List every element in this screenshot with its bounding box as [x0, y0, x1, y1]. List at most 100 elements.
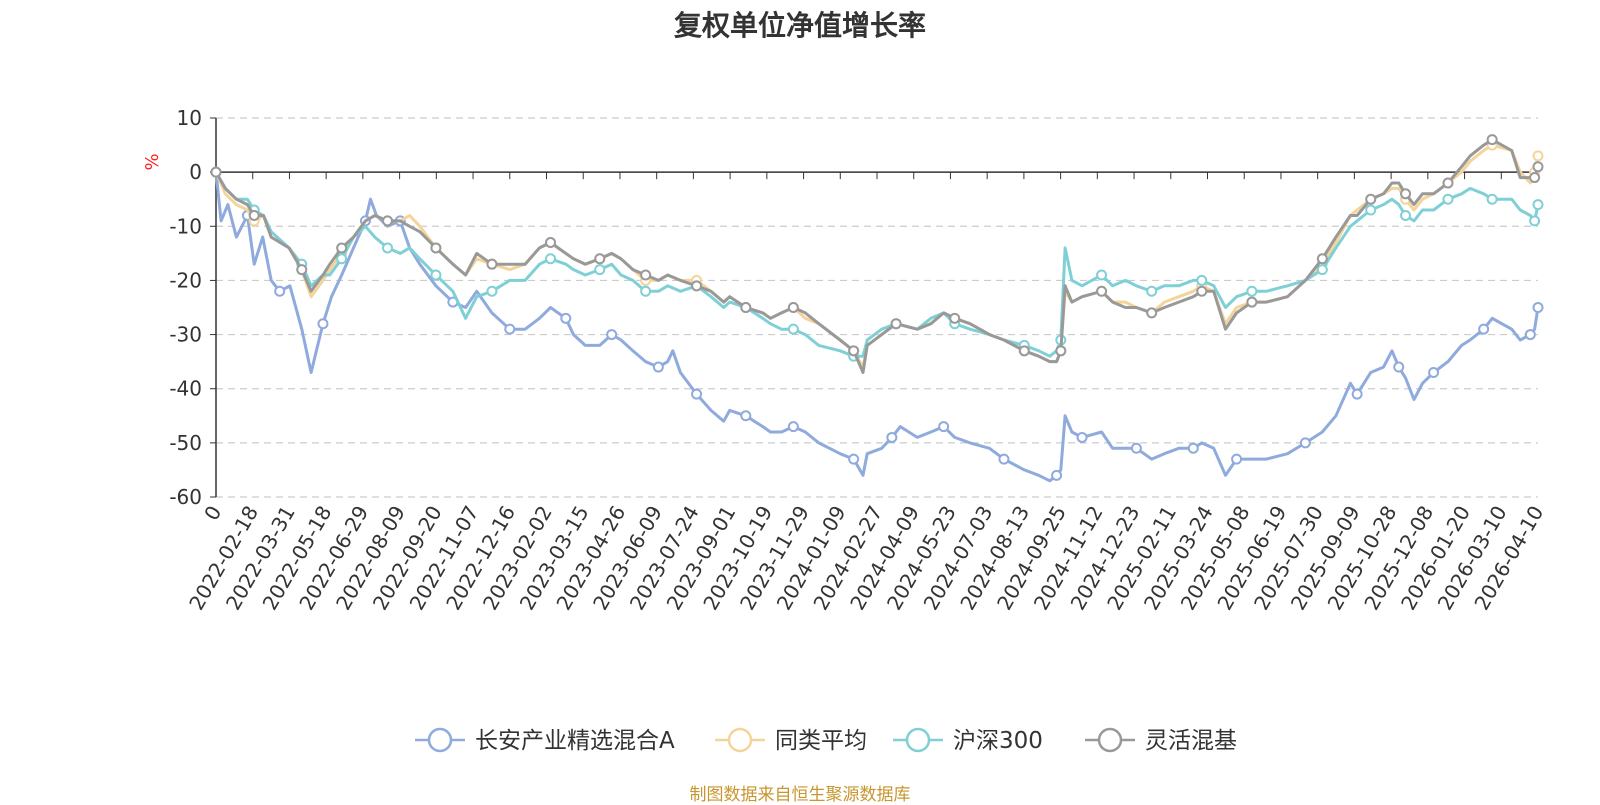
series-marker: [336, 253, 348, 265]
series-marker: [274, 285, 286, 297]
series-marker: [486, 285, 498, 297]
source-note: 制图数据来自恒生聚源数据库: [689, 785, 911, 805]
series-line: [214, 138, 1540, 374]
series-marker: [545, 253, 557, 265]
series-marker: [1246, 285, 1258, 297]
y-tick-label: -10: [169, 214, 202, 238]
series-marker: [998, 453, 1010, 465]
legend-item[interactable]: 长安产业精选混合A: [415, 727, 675, 754]
series-marker: [1393, 361, 1405, 373]
series-marker: [1316, 264, 1328, 276]
series-marker: [1196, 285, 1208, 297]
series-marker: [1400, 209, 1412, 221]
legend-item[interactable]: 灵活混基: [1085, 727, 1237, 754]
series-marker: [640, 285, 652, 297]
legend-label: 灵活混基: [1145, 728, 1237, 754]
x-tick-label: 0: [199, 502, 226, 525]
series-marker: [1096, 285, 1108, 297]
series-marker: [1246, 296, 1258, 308]
series-line: [214, 171, 1540, 358]
legend-marker: [427, 727, 453, 753]
series-marker: [1532, 199, 1544, 211]
y-axis-label: %: [142, 153, 163, 170]
series-marker: [740, 302, 752, 313]
series-marker: [248, 209, 260, 221]
series-marker: [594, 264, 606, 276]
series-marker: [691, 388, 703, 400]
series-marker: [1051, 469, 1063, 481]
series-marker: [1146, 285, 1158, 297]
series-marker: [1055, 345, 1067, 357]
series-marker: [740, 410, 752, 422]
series-marker: [317, 318, 329, 330]
series-marker: [210, 166, 222, 178]
series-marker: [652, 361, 664, 373]
legend[interactable]: 长安产业精选混合A 同类平均 沪深300 灵活混基: [415, 727, 1237, 754]
series-marker: [1351, 388, 1363, 400]
series-marker: [1529, 172, 1541, 184]
series-marker: [430, 242, 442, 254]
series-marker: [296, 264, 308, 276]
legend-item[interactable]: 沪深300: [893, 727, 1043, 754]
series-marker: [560, 312, 572, 324]
series-marker: [1486, 193, 1498, 205]
series-marker: [606, 329, 618, 341]
series-marker: [594, 253, 606, 265]
y-tick-label: -40: [169, 377, 202, 401]
series-marker: [1076, 431, 1088, 443]
series-marker: [1428, 366, 1440, 378]
series-marker: [890, 318, 902, 330]
series-marker: [949, 312, 961, 324]
series-marker: [640, 269, 652, 281]
series-marker: [1442, 177, 1454, 189]
chart-title: 复权单位净值增长率: [673, 9, 926, 42]
series-marker: [1442, 193, 1454, 205]
y-tick-label: 10: [177, 106, 202, 130]
y-tick-label: -20: [169, 268, 202, 292]
series-marker: [1316, 253, 1328, 265]
legend-marker: [1097, 727, 1123, 753]
series-marker: [787, 302, 799, 313]
series-marker: [1532, 302, 1544, 313]
series-marker: [1532, 150, 1544, 162]
series-marker: [886, 431, 898, 443]
legend-marker: [727, 727, 753, 753]
series-marker: [1146, 307, 1158, 319]
series-marker: [1532, 161, 1544, 173]
series-marker: [1196, 274, 1208, 286]
y-tick-label: -50: [169, 431, 202, 455]
series-lines: [210, 134, 1544, 483]
series-marker: [1529, 215, 1541, 227]
series-marker: [1130, 442, 1142, 454]
legend-label: 长安产业精选混合A: [475, 728, 675, 754]
series-marker: [382, 215, 394, 227]
series-marker: [787, 323, 799, 335]
series-marker: [1524, 329, 1536, 341]
series-marker: [1187, 442, 1199, 454]
series-marker: [545, 237, 557, 249]
series-marker: [787, 421, 799, 433]
series-marker: [848, 453, 860, 465]
legend-item[interactable]: 同类平均: [715, 727, 867, 754]
series-marker: [1478, 323, 1490, 335]
series-marker: [504, 323, 516, 335]
line-chart: 100-10-20-30-40-50-60%02022-02-182022-03…: [142, 106, 1548, 754]
series-marker: [1096, 269, 1108, 281]
series-marker: [382, 242, 394, 254]
series-marker: [1299, 437, 1311, 449]
series-marker: [938, 421, 950, 433]
legend-label: 同类平均: [775, 728, 867, 754]
series-marker: [1231, 453, 1243, 465]
series-marker: [1018, 345, 1030, 357]
legend-marker: [905, 727, 931, 753]
series-marker: [430, 269, 442, 281]
series-marker: [1486, 134, 1498, 146]
axes: 100-10-20-30-40-50-60%02022-02-182022-03…: [142, 106, 1548, 614]
series-marker: [486, 258, 498, 270]
legend-label: 沪深300: [953, 728, 1043, 754]
y-tick-label: -60: [169, 485, 202, 509]
series-marker: [1365, 204, 1377, 216]
series-marker: [691, 280, 703, 292]
series-marker: [1365, 193, 1377, 205]
y-tick-label: 0: [189, 160, 202, 184]
